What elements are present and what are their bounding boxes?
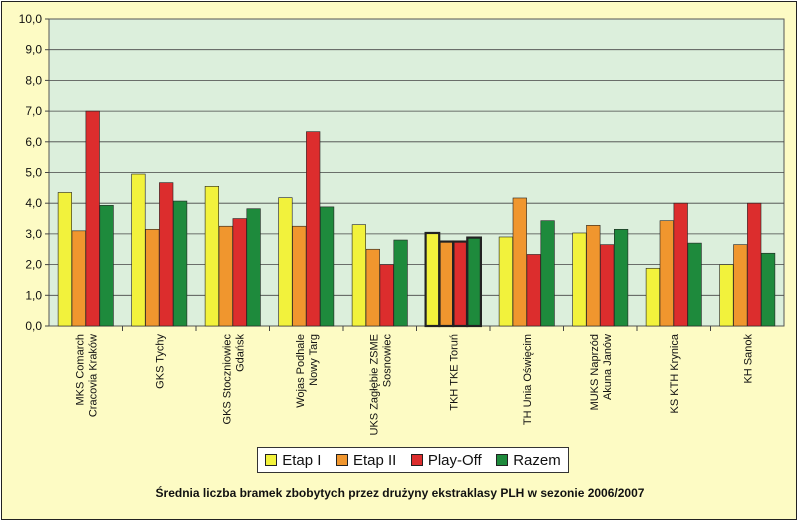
x-category-text: TKH TKE Toruń [448,334,460,411]
legend-item: Play-Off [410,451,482,469]
y-tick-label: 9,0 [25,43,42,57]
bars [57,110,776,328]
x-category-text: Wojas Podhale [295,334,307,408]
y-axis-ticks: 0,0 1,0 2,0 3,0 4,0 5,0 6,0 7,0 8,0 9,0 10,0 [19,12,49,333]
bar [687,242,702,327]
bar [673,202,688,327]
bar [351,224,367,327]
bar [292,225,307,327]
x-category-text: UKS Zagłębie ZSME [368,334,380,435]
legend-swatch [335,454,348,466]
x-category-label: UKS Zagłębie ZSME Sosnowiec [368,334,393,436]
bar [246,208,261,327]
chart-title: Średnia liczba bramek zbobytych przez dr… [155,486,645,500]
bar [747,202,762,327]
bar [393,239,408,327]
x-category-label: TKH TKE Toruń [448,334,460,411]
legend: Etap I Etap II Play-Off Razem [257,447,569,473]
bar [173,200,188,327]
bar [438,240,455,328]
legend-label: Play-Off [427,451,482,469]
bar [452,240,469,328]
bar [526,254,541,327]
x-category-text: KS KTH Krynica [669,333,681,413]
bar [319,206,335,327]
x-category-text: Cracovia Kraków [87,334,99,417]
legend-item: Etap II [335,451,397,469]
x-category-label: GKS Tychy [154,334,166,389]
bar [131,173,146,327]
x-category-label: Wojas Podhale Nowy Targ [295,334,320,408]
x-category-text: GKS Stoczniowiec [221,334,233,425]
x-category-text: Gdańsk [234,334,246,372]
bar [572,232,587,327]
x-category-label: GKS Stoczniowiec Gdańsk [221,334,246,425]
legend-label: Etap I [282,451,322,469]
x-axis-categories: MKS Comarch Cracovia Kraków GKS Tychy GKS S… [74,326,754,435]
bar [719,264,734,327]
y-tick-label: 2,0 [25,258,42,272]
bar [278,197,293,327]
y-tick-label: 5,0 [25,166,42,180]
bar [57,192,72,327]
bar [232,218,247,327]
x-category-text: KH Sanok [742,334,754,384]
bar [600,244,615,327]
bar [306,131,321,327]
bar [498,236,514,327]
bar [85,110,100,327]
bar [218,225,233,327]
bar [424,231,441,328]
x-category-label: MKS Comarch Cracovia Kraków [74,334,99,417]
bar [71,230,86,327]
bar [586,225,601,327]
y-tick-label: 7,0 [25,104,42,118]
bar [466,236,482,328]
legend-swatch [496,454,509,466]
x-category-text: Nowy Targ [308,334,320,386]
legend-label: Etap II [352,451,397,469]
legend-swatch [410,454,423,466]
y-tick-label: 4,0 [25,196,42,210]
x-category-label: KS KTH Krynica [669,333,681,413]
x-category-text: GKS Tychy [154,334,166,389]
bar [159,182,174,327]
bar [540,220,555,327]
y-tick-label: 8,0 [25,73,42,87]
y-tick-label: 10,0 [19,12,43,26]
bar [613,228,629,327]
x-category-text: MKS Comarch [74,334,86,406]
bar [760,252,776,327]
x-category-label: TH Unia Oświęcim [522,334,534,425]
y-tick-label: 0,0 [25,319,42,333]
bar [204,186,220,327]
legend-item: Razem [496,452,561,469]
x-category-text: Sosnowiec [381,334,393,388]
bar [145,228,160,327]
x-category-text: MUKS Naprzód [589,334,601,410]
bar [645,267,660,327]
bar [99,205,114,327]
x-category-text: TH Unia Oświęcim [522,334,534,425]
bar-chart: 0,0 1,0 2,0 3,0 4,0 5,0 6,0 7,0 8,0 9,0 10,0 MKS C… [19,12,785,435]
y-tick-label: 1,0 [25,288,42,302]
x-category-text: Akuna Janów [602,334,614,400]
bar [512,197,527,327]
bar [365,248,380,327]
legend-swatch [265,454,278,466]
legend-label: Razem [513,451,561,469]
x-category-label: KH Sanok [742,334,754,384]
x-category-label: MUKS Naprzód Akuna Janów [589,334,614,410]
y-tick-label: 3,0 [25,227,42,241]
bar [659,220,674,327]
bar [379,264,394,327]
bar [733,244,748,327]
legend-item: Etap I [265,452,321,469]
y-tick-label: 6,0 [25,135,42,149]
